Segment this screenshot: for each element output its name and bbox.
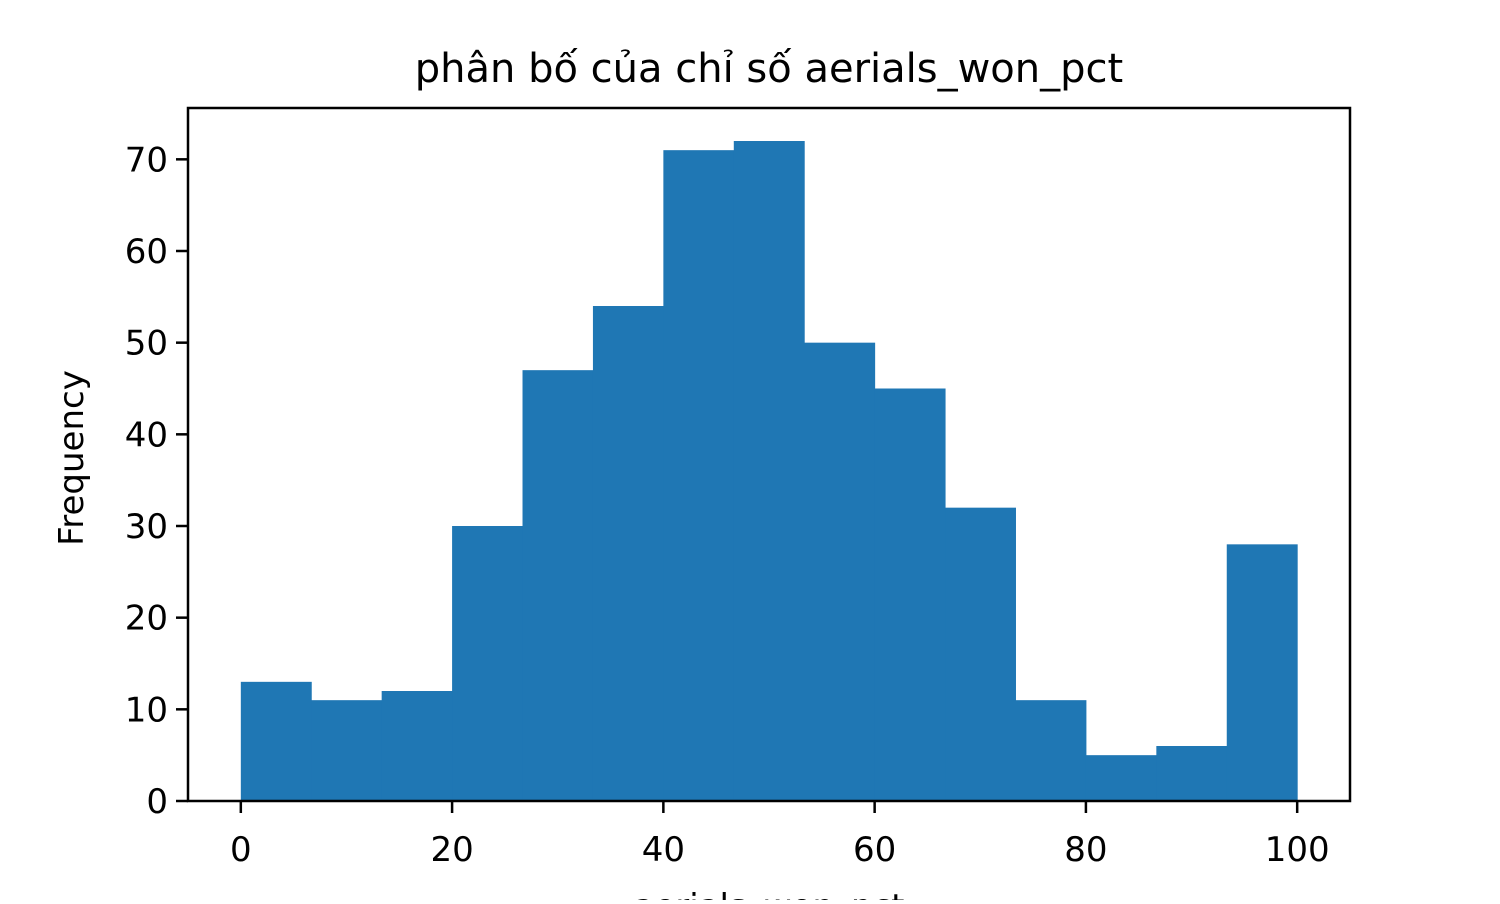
- x-axis-ticks: 0 20 40 60 80 100: [230, 801, 1330, 870]
- y-tick-label: 0: [146, 782, 168, 822]
- histogram-bar: [592, 306, 664, 801]
- y-tick-label: 30: [125, 507, 168, 547]
- plot-frame: [186, 106, 1352, 803]
- y-tick-label: 60: [125, 232, 168, 272]
- x-axis-label: aerials_won_pct: [634, 887, 905, 900]
- y-tick-label: 10: [125, 690, 168, 730]
- histogram-bar: [945, 507, 1016, 801]
- histogram-bar: [663, 150, 735, 801]
- histogram-bar: [1226, 544, 1298, 801]
- y-tick-label: 50: [125, 324, 168, 364]
- histogram-bar: [1156, 746, 1228, 801]
- bars-group: [240, 141, 1298, 801]
- x-tick-label: 100: [1265, 830, 1330, 870]
- histogram-bar: [452, 526, 524, 801]
- chart-title: phân bố của chỉ số aerials_won_pct: [415, 46, 1123, 92]
- x-tick-label: 40: [642, 830, 685, 870]
- histogram-bar: [733, 141, 805, 801]
- histogram-bar: [240, 681, 312, 801]
- x-tick-label: 80: [1064, 830, 1107, 870]
- histogram-bar: [381, 691, 453, 801]
- histogram-bar: [874, 388, 946, 801]
- histogram-bar: [804, 342, 876, 801]
- x-tick-label: 20: [430, 830, 473, 870]
- y-tick-label: 20: [125, 599, 168, 639]
- x-tick-label: 60: [853, 830, 896, 870]
- histogram-bar: [1015, 700, 1087, 801]
- histogram-bar: [311, 700, 383, 801]
- y-axis-ticks: 0 10 20 30 40 50 60 70: [125, 140, 188, 822]
- y-tick-label: 70: [125, 140, 168, 180]
- histogram-bar: [1085, 755, 1157, 801]
- x-tick-label: 0: [230, 830, 252, 870]
- histogram-bar: [522, 370, 594, 801]
- y-tick-label: 40: [125, 415, 168, 455]
- y-axis-label: Frequency: [52, 370, 92, 546]
